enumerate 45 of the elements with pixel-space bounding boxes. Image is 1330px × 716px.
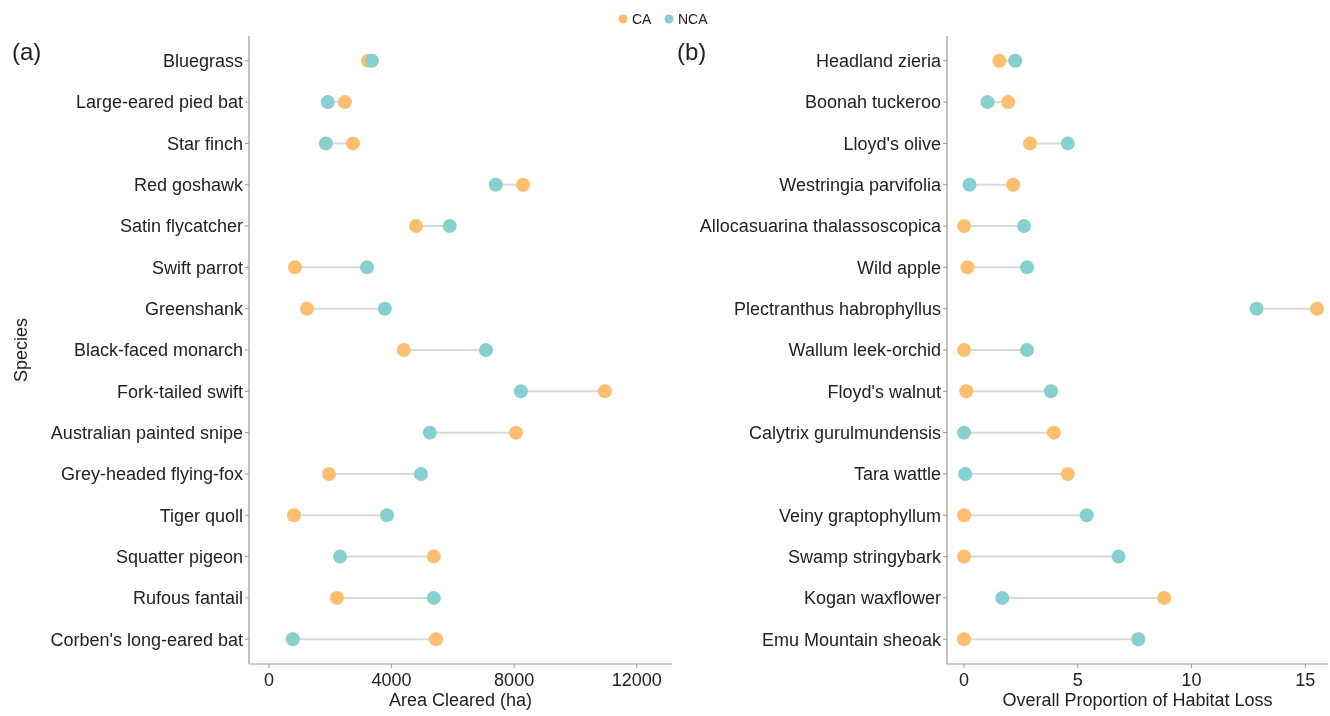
y-tick-label: Veiny graptophyllum (778, 505, 941, 526)
y-tick-label: Lloyd's olive (843, 133, 941, 154)
y-tick-label: Australian painted snipe (50, 422, 243, 443)
x-axis-title: Area Cleared (ha) (388, 690, 533, 710)
y-tick-label: Kogan waxflower (803, 588, 941, 609)
y-tick-label: Satin flycatcher (119, 216, 243, 237)
y-tick-label: Wild apple (856, 257, 941, 278)
text: (b) (677, 38, 707, 65)
y-tick-label: Corben's long-eared bat (50, 629, 243, 650)
y-tick-label: Boonah tuckeroo (804, 92, 941, 113)
x-tick-label: 0 (263, 670, 274, 690)
legend-label: CA (632, 10, 653, 27)
y-tick-label: Rufous fantail (132, 588, 243, 609)
y-tick-label: Tara wattle (853, 464, 941, 485)
y-tick-label: Swift parrot (151, 257, 243, 278)
y-tick-label: Wallum leek-orchid (788, 340, 941, 361)
y-tick-label: Emu Mountain sheoak (761, 629, 942, 650)
y-tick-label: Squatter pigeon (115, 546, 243, 567)
x-tick-label: 10 (1181, 670, 1202, 690)
x-tick-label: 8000 (494, 670, 535, 690)
y-tick-label: Swamp stringybark (787, 546, 942, 567)
y-tick-label: Tiger quoll (159, 505, 243, 526)
y-tick-label: Allocasuarina thalassoscopica (699, 216, 942, 237)
y-tick-label: Plectranthus habrophyllus (733, 298, 941, 319)
y-tick-label: Black-faced monarch (73, 340, 243, 361)
text: (a) (12, 38, 42, 65)
y-tick-label: Red goshawk (133, 175, 244, 196)
legend-label: NCA (678, 10, 709, 27)
y-tick-label: Large-eared pied bat (75, 92, 243, 113)
x-tick-label: 4000 (371, 670, 412, 690)
y-tick-label: Star finch (166, 133, 243, 154)
y-tick-label: Headland zieria (815, 51, 942, 72)
y-tick-label: Calytrix gurulmundensis (748, 422, 941, 443)
x-axis-title: Overall Proportion of Habitat Loss (1002, 690, 1273, 710)
x-tick-label: 15 (1295, 670, 1316, 690)
x-tick-label: 5 (1072, 670, 1083, 690)
x-tick-label: 0 (959, 670, 970, 690)
y-tick-label: Greenshank (144, 298, 244, 319)
y-tick-label: Floyd's walnut (827, 381, 941, 402)
y-tick-label: Fork-tailed swift (116, 381, 243, 402)
y-axis-title: Species (11, 317, 31, 383)
x-tick-label: 12000 (611, 670, 662, 690)
y-tick-label: Bluegrass (162, 51, 243, 72)
y-tick-label: Westringia parvifolia (779, 175, 942, 196)
y-tick-label: Grey-headed flying-fox (60, 464, 243, 485)
